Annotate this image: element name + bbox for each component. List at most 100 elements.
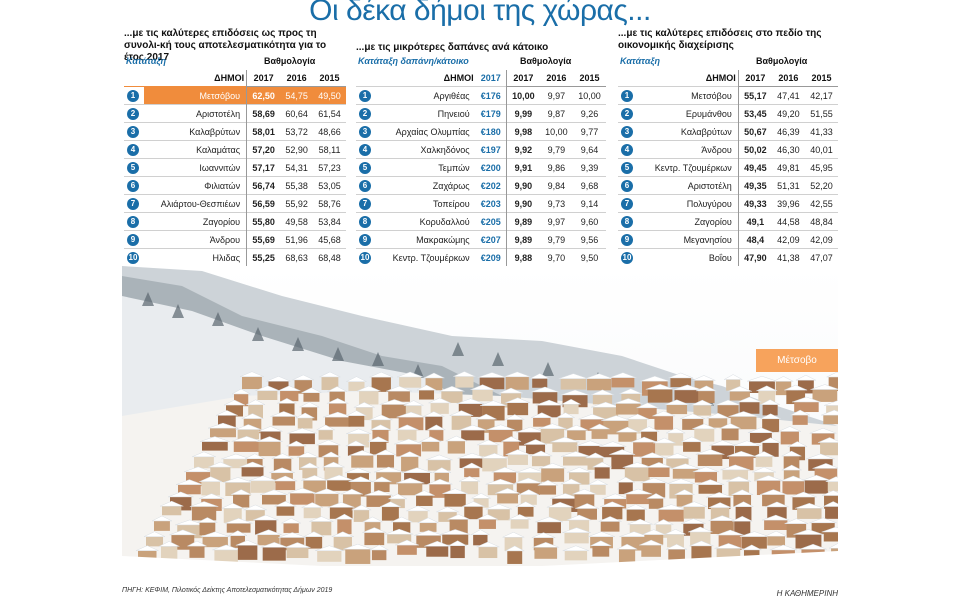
rank-cell: 4 [124, 140, 144, 159]
house [674, 389, 701, 403]
snowy-roof [440, 529, 471, 535]
house [289, 433, 315, 445]
snowy-roof [281, 517, 301, 524]
house [272, 416, 296, 426]
score-2015: 48,84 [804, 212, 838, 231]
snowy-roof [790, 491, 817, 498]
snowy-roof [588, 531, 616, 537]
rank-cell: 7 [124, 194, 144, 213]
snowy-roof [344, 467, 372, 474]
house [694, 428, 715, 442]
score-2015: 9,26 [572, 104, 606, 123]
house [146, 536, 164, 547]
snowy-roof [732, 440, 762, 447]
snowy-roof [395, 424, 419, 431]
snowy-roof [598, 516, 622, 522]
snowy-roof [664, 453, 691, 459]
snowy-roof [239, 371, 264, 377]
snowy-roof [566, 467, 592, 473]
house [697, 454, 723, 466]
house [366, 495, 391, 507]
house [618, 549, 636, 564]
score-2016: 55,92 [280, 194, 314, 213]
snowy-roof [664, 399, 690, 406]
snowy-roof [546, 501, 574, 508]
house [202, 441, 228, 451]
table-row: 3 Καλαβρύτων 58,01 53,72 48,66 [124, 122, 346, 141]
snowy-roof [708, 502, 732, 508]
snowy-roof [589, 423, 610, 430]
snowy-roof [414, 530, 443, 536]
snowy-roof [447, 514, 470, 520]
snowy-roof [502, 531, 525, 538]
house [381, 404, 408, 419]
score-2015: 9,77 [572, 122, 606, 141]
snowy-roof [602, 493, 629, 500]
house [473, 534, 488, 546]
house [397, 545, 417, 555]
snowy-roof [476, 541, 500, 548]
snowy-roof [413, 490, 435, 496]
house [691, 545, 712, 561]
snowy-roof [821, 409, 838, 416]
rank-cell: 5 [124, 158, 144, 177]
snowy-roof [439, 385, 465, 392]
snowy-roof [609, 372, 637, 378]
score-2017: 48,4 [737, 230, 772, 249]
house [194, 456, 214, 469]
panel-lowest-cost: ...με τις μικρότερες δαπάνες ανά κάτοικο… [356, 28, 606, 266]
house [178, 484, 201, 495]
house [398, 483, 423, 496]
house [258, 441, 281, 457]
house [430, 402, 449, 414]
house [626, 494, 651, 505]
house [749, 381, 775, 393]
house [472, 389, 493, 402]
snowy-roof [653, 437, 676, 444]
house [618, 482, 633, 495]
snowy-roof [477, 439, 500, 446]
house [191, 506, 217, 521]
snowy-roof [558, 373, 589, 379]
house [658, 509, 684, 522]
snowy-roof [274, 501, 297, 507]
house [560, 378, 587, 390]
house [602, 506, 623, 520]
snowy-roof [809, 427, 837, 434]
snowy-roof [810, 384, 838, 390]
rank-badge: 7 [621, 197, 633, 210]
snowy-roof [622, 462, 652, 468]
snowy-roof [448, 540, 467, 546]
house [507, 402, 529, 416]
snowy-roof [221, 503, 244, 509]
score-2017: 56,74 [246, 176, 281, 195]
snowy-roof [175, 519, 205, 526]
table-row: 7 Αλιάρτου-Θεσπιέων 56,59 55,92 58,76 [124, 194, 346, 213]
score-2017: 10,00 [505, 86, 540, 105]
snowy-roof [135, 545, 159, 551]
panel-overall-efficiency: ...με τις καλύτερες επιδόσεις ως προς τη… [124, 28, 348, 266]
snowy-roof [485, 503, 512, 510]
snowy-roof [398, 451, 421, 457]
snowy-roof [680, 436, 703, 443]
snowy-roof [505, 397, 531, 403]
snowy-roof [692, 423, 717, 430]
snowy-roof [313, 488, 341, 495]
rank-badge: 5 [359, 161, 371, 174]
snowy-roof [636, 402, 659, 409]
house [592, 545, 610, 557]
snowy-roof [624, 504, 647, 510]
snowy-roof [248, 475, 278, 482]
score-2017: 50,67 [737, 122, 772, 141]
snowy-roof [587, 479, 608, 485]
house [318, 429, 333, 440]
table-row: 1 Αργιθέας €176 10,00 9,97 10,00 [356, 86, 606, 105]
snowy-roof [562, 527, 591, 533]
municipality-name: Καλαβρύτων [144, 122, 247, 141]
score-2016: 9,73 [539, 194, 573, 213]
house [353, 509, 370, 522]
snowy-roof [584, 373, 614, 379]
snowy-roof [300, 462, 320, 469]
snowy-roof [639, 452, 665, 458]
house [455, 376, 474, 388]
